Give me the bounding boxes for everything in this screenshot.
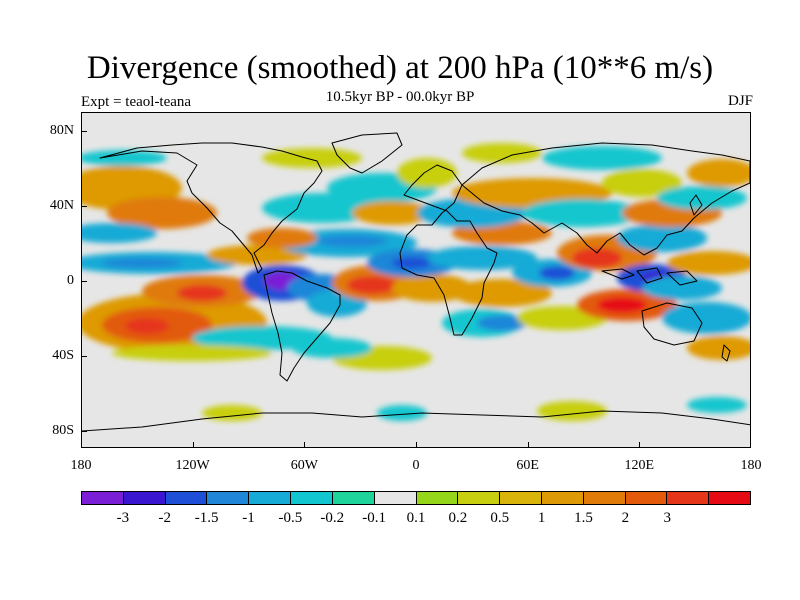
time-period-subtitle: 10.5kyr BP - 00.0kyr BP [325,89,475,105]
longitude-tick [639,442,641,448]
colorbar-label: -0.2 [320,510,345,526]
divergence-field [82,143,750,421]
colorbar-label: 0.5 [490,510,510,526]
divergence-map [82,113,750,447]
colorbar-label: -3 [116,510,130,526]
latitude-tick [81,281,87,282]
colorbar-box [416,492,459,504]
coastlines [82,132,750,432]
latitude-tick [81,131,87,132]
colorbar-label: 2 [621,510,630,526]
colorbar-box [667,492,710,504]
latitude-label: 80S [52,423,74,438]
season-label: DJF [727,93,753,109]
experiment-label: Expt = teaol-teana [81,94,192,110]
latitude-label: 40N [49,198,74,213]
colorbar-label: 1.5 [574,510,593,526]
colorbar-box [123,492,166,504]
colorbar-label: -2 [158,510,172,526]
longitude-tick [192,442,194,448]
latitude-label: 80N [49,123,74,138]
colorbar-box [583,492,626,504]
longitude-tick [304,442,306,448]
colorbar-box [374,492,417,504]
longitude-tick [750,442,751,448]
longitude-label: 120W [175,458,210,473]
colorbar-box [165,492,208,504]
longitude-label: 120E [624,458,655,473]
longitude-tick [527,442,529,448]
colorbar-label: 0.1 [406,510,426,526]
colorbar-label: 3 [663,510,672,526]
longitude-label: 60W [290,458,318,473]
colorbar-box [207,492,250,504]
colorbar-box [249,492,292,504]
colorbar-box [82,492,124,504]
colorbar-box [500,492,542,504]
chart-title: Divergence (smoothed) at 200 hPa (10**6 … [86,50,714,86]
latitude-label: 0 [67,273,74,288]
longitude-tick [416,442,417,448]
colorbar-label: -0.5 [278,510,303,526]
colorbar-label: 0.2 [448,510,468,526]
latitude-label: 40S [52,348,74,363]
colorbar-label: -0.1 [362,510,386,526]
colorbar [81,491,751,505]
colorbar-box [332,492,375,504]
longitude-label: 180 [740,458,762,473]
longitude-label: 0 [412,458,420,473]
colorbar-label: 1 [537,510,546,526]
colorbar-box [709,492,750,504]
longitude-tick [81,442,82,448]
colorbar-box [541,492,584,504]
colorbar-box [458,492,501,504]
latitude-tick [81,206,87,207]
colorbar-box [291,492,333,504]
map-frame [81,112,751,448]
colorbar-box [625,492,668,504]
latitude-tick [81,431,87,432]
colorbar-label: -1.5 [194,510,219,526]
longitude-label: 180 [70,458,92,473]
colorbar-label: -1 [242,510,255,526]
longitude-label: 60E [516,458,539,473]
latitude-tick [81,356,87,357]
